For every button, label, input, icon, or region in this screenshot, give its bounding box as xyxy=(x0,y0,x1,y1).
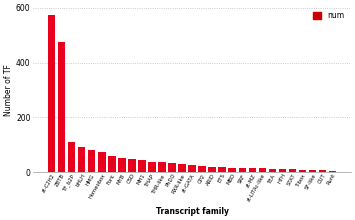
Bar xyxy=(289,169,296,172)
Bar xyxy=(178,164,186,172)
Bar xyxy=(148,162,156,172)
Bar xyxy=(248,168,256,172)
Bar xyxy=(138,160,146,172)
Bar xyxy=(168,163,176,172)
Bar xyxy=(299,170,306,172)
Bar xyxy=(118,158,126,172)
Bar xyxy=(58,42,65,172)
Bar xyxy=(269,169,276,172)
Bar xyxy=(158,162,166,172)
Bar xyxy=(279,169,286,172)
Y-axis label: Number of TF: Number of TF xyxy=(4,64,13,116)
Bar xyxy=(98,152,105,172)
Bar xyxy=(239,168,246,172)
Bar xyxy=(309,170,316,172)
Bar xyxy=(229,168,236,172)
Bar xyxy=(108,156,115,172)
Bar xyxy=(78,147,86,172)
Bar xyxy=(198,166,206,172)
Bar xyxy=(329,170,337,172)
Legend: num: num xyxy=(310,8,347,23)
Bar xyxy=(128,159,136,172)
Bar xyxy=(208,167,216,172)
Bar xyxy=(218,167,226,172)
Bar xyxy=(188,165,196,172)
Bar xyxy=(258,168,266,172)
Bar xyxy=(48,15,55,172)
Bar xyxy=(88,150,95,172)
Bar xyxy=(68,142,75,172)
Bar xyxy=(319,170,326,172)
X-axis label: Transcript family: Transcript family xyxy=(155,207,229,216)
